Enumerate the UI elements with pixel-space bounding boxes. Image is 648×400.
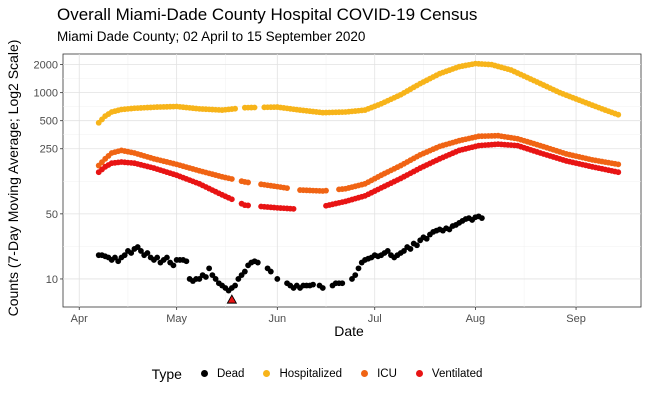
point-dead	[128, 250, 135, 256]
legend-label-icu: ICU	[377, 367, 397, 380]
point-hospitalized	[232, 105, 239, 112]
point-dead	[349, 276, 355, 282]
y-axis-title: Counts (7-Day Moving Average; Log2 Scale…	[5, 40, 21, 317]
legend-item-dead: Dead	[196, 365, 245, 382]
legend-label-ventilated: Ventilated	[431, 367, 483, 380]
point-dead	[407, 246, 414, 252]
point-ventilated	[228, 196, 235, 203]
legend-item-icu: ICU	[356, 365, 397, 382]
point-dead	[355, 265, 362, 272]
point-dead	[134, 244, 141, 250]
point-dead	[202, 274, 209, 280]
point-dead	[319, 285, 326, 291]
chart-title: Overall Miami-Dade County Hospital COVID…	[57, 5, 478, 24]
legend-key-ventilated	[411, 365, 428, 382]
point-dead	[478, 215, 485, 222]
point-dead	[164, 254, 170, 261]
point-icu	[323, 187, 329, 194]
point-ventilated	[245, 202, 251, 209]
point-dead	[339, 280, 346, 287]
point-dead	[310, 281, 316, 288]
point-dead	[254, 259, 261, 266]
point-dead	[274, 276, 281, 282]
point-icu	[284, 185, 290, 192]
x-tick-label: Apr	[71, 313, 88, 325]
point-dead	[235, 276, 242, 282]
point-dead	[212, 276, 219, 282]
legend-label-hospitalized: Hospitalized	[279, 367, 343, 380]
point-dead	[196, 276, 203, 282]
data-marks	[95, 60, 622, 304]
y-tick-label: 500	[40, 116, 58, 128]
point-dead	[138, 248, 144, 254]
point-dead	[384, 248, 391, 254]
point-icu	[245, 179, 251, 186]
axes: Apr May Jun Jul Aug Sep 10 50 250 500 1000 2000	[34, 60, 586, 325]
x-tick-label: Sep	[566, 313, 586, 325]
y-tick-label: 1000	[34, 88, 58, 100]
legend-key-icu	[356, 365, 373, 382]
point-dead	[414, 242, 420, 249]
legend-item-hospitalized: Hospitalized	[258, 365, 342, 382]
point-dead	[352, 272, 359, 279]
point-dead	[144, 250, 151, 256]
point-dead	[241, 268, 248, 275]
y-tick-label: 10	[46, 274, 58, 286]
point-hospitalized	[251, 104, 258, 111]
x-tick-label: Aug	[466, 313, 486, 325]
point-ventilated	[290, 205, 297, 212]
point-dead	[154, 254, 161, 261]
x-tick-label: May	[166, 313, 187, 325]
legend-title: Type	[151, 365, 182, 382]
point-dead	[206, 265, 213, 272]
point-dead	[183, 258, 190, 265]
point-dead	[209, 272, 216, 279]
x-axis-title: Date	[334, 323, 364, 339]
point-dead	[170, 262, 177, 269]
point-dead	[267, 268, 274, 275]
legend: Type Dead Hospitalized ICU Ventilated	[0, 365, 648, 382]
point-dead	[112, 254, 118, 261]
chart-subtitle: Miami Dade County; 02 April to 15 Septem…	[57, 29, 366, 44]
legend-key-dead	[196, 365, 213, 382]
point-dead	[401, 248, 407, 254]
y-tick-label: 50	[46, 209, 58, 221]
x-tick-label: Jun	[268, 313, 286, 325]
y-tick-label: 2000	[34, 60, 58, 72]
triangle-marker	[226, 294, 238, 304]
point-icu	[615, 161, 622, 168]
point-ventilated	[615, 169, 622, 176]
legend-item-ventilated: Ventilated	[411, 365, 483, 382]
point-dead	[121, 252, 128, 259]
point-hospitalized	[615, 111, 622, 118]
point-dead	[423, 235, 430, 242]
point-dead	[115, 258, 122, 265]
x-tick-label: Jul	[368, 313, 382, 325]
y-tick-label: 250	[40, 144, 58, 156]
legend-label-dead: Dead	[216, 367, 245, 380]
point-dead	[232, 282, 239, 289]
legend-key-hospitalized	[258, 365, 275, 382]
point-icu	[228, 176, 235, 182]
